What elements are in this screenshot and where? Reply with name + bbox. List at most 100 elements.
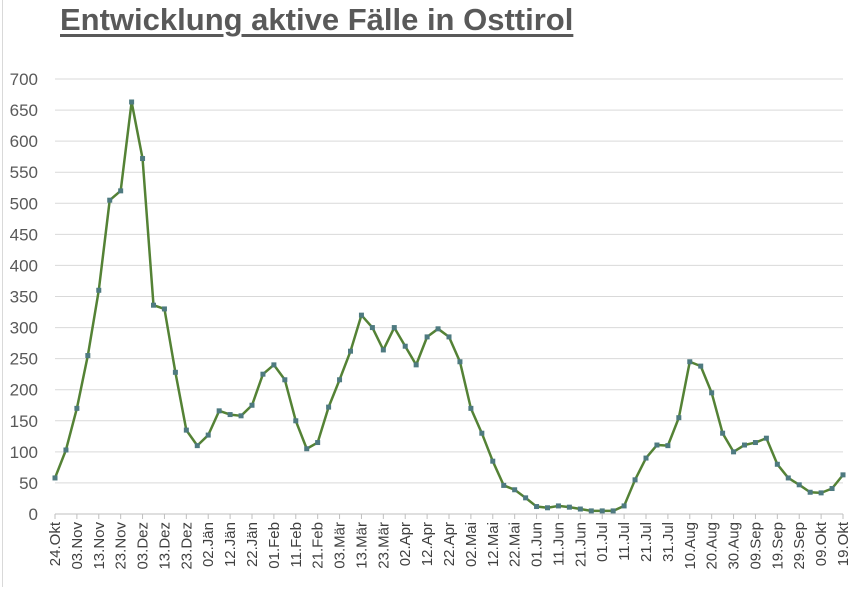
data-point — [348, 348, 353, 354]
x-tick-label: 21.Jun — [572, 522, 589, 567]
y-tick-label: 450 — [10, 225, 38, 244]
data-point — [74, 405, 80, 411]
x-tick-label: 03.Mär — [332, 522, 349, 569]
data-point — [249, 402, 255, 408]
data-point — [632, 477, 638, 483]
chart-title: Entwicklung aktive Fälle in Osttirol — [60, 2, 574, 37]
data-point — [194, 443, 200, 449]
x-tick-label: 02.Jän — [200, 522, 217, 567]
data-point — [709, 390, 715, 396]
x-tick-label: 23.Dez — [178, 522, 195, 570]
data-point — [227, 412, 233, 418]
data-point — [369, 325, 375, 331]
data-point — [238, 413, 244, 419]
data-point — [140, 156, 146, 162]
data-point — [446, 334, 452, 340]
x-tick-label: 29.Sep — [791, 522, 808, 570]
y-tick-label: 350 — [10, 288, 38, 307]
data-point — [534, 504, 540, 510]
y-tick-label: 500 — [10, 194, 38, 213]
data-point — [479, 430, 485, 436]
x-axis-ticks: 24.Okt 03.Nov 13.Nov 23.Nov 03.Dez 13.Dez 23.D… — [47, 514, 852, 570]
x-tick-label: 22.Mai — [507, 522, 524, 567]
data-point — [337, 377, 343, 383]
y-tick-label: 400 — [10, 256, 38, 275]
data-point — [424, 334, 430, 340]
data-point — [282, 377, 288, 383]
y-axis-ticks: 0 50 100 150 200 250 300 350 400 450 500 550 600 650 7… — [10, 70, 38, 524]
data-point — [752, 440, 758, 446]
data-point — [260, 371, 266, 377]
data-point — [774, 461, 780, 467]
y-tick-label: 0 — [29, 505, 38, 524]
x-tick-label: 02.Mai — [463, 522, 480, 567]
data-point — [599, 508, 605, 514]
data-point — [763, 435, 769, 441]
x-tick-label: 24.Okt — [47, 521, 64, 566]
data-point — [742, 442, 747, 448]
data-point — [512, 487, 518, 493]
series-group — [52, 99, 846, 514]
y-tick-label: 300 — [10, 319, 38, 338]
data-point — [665, 443, 671, 449]
x-tick-label: 21.Feb — [310, 522, 327, 569]
data-point — [610, 508, 616, 514]
x-tick-label: 01.Jul — [594, 522, 611, 562]
data-point — [380, 347, 386, 353]
y-tick-label: 600 — [10, 132, 38, 151]
data-point — [118, 188, 124, 194]
data-point — [413, 362, 419, 368]
x-tick-label: 23.Mär — [375, 522, 392, 569]
data-point — [391, 325, 397, 331]
x-tick-label: 22.Jän — [244, 522, 261, 567]
data-point — [687, 359, 693, 365]
data-point — [676, 415, 682, 421]
data-point — [720, 430, 726, 436]
data-point — [490, 458, 496, 464]
data-point — [501, 482, 507, 488]
data-point — [271, 362, 277, 368]
x-tick-label: 20.Aug — [704, 522, 721, 570]
data-point — [643, 455, 649, 461]
x-tick-label: 31.Jul — [660, 522, 677, 562]
x-tick-label: 23.Nov — [113, 522, 130, 570]
data-point — [107, 197, 113, 203]
data-point — [566, 504, 572, 510]
data-point — [315, 440, 321, 446]
x-tick-label: 11.Jun — [550, 522, 567, 566]
x-tick-label: 02.Apr — [397, 522, 414, 566]
y-tick-label: 200 — [10, 381, 38, 400]
x-tick-label: 22.Apr — [441, 522, 458, 566]
x-tick-label: 10.Aug — [682, 522, 699, 570]
data-point — [468, 405, 474, 411]
data-point — [151, 302, 156, 308]
y-tick-label: 550 — [10, 163, 38, 182]
x-tick-label: 03.Nov — [69, 522, 86, 570]
x-tick-label: 13.Nov — [91, 522, 108, 570]
x-tick-label: 30.Aug — [726, 522, 743, 570]
data-point — [293, 418, 299, 424]
data-point — [183, 427, 189, 433]
x-tick-label: 19.Okt — [835, 521, 852, 566]
y-tick-label: 50 — [19, 474, 38, 493]
data-point — [326, 404, 332, 410]
data-point — [785, 475, 791, 481]
x-tick-label: 11.Feb — [288, 522, 305, 568]
data-point — [840, 472, 846, 478]
series-line — [53, 100, 844, 513]
data-point — [588, 508, 594, 514]
data-point — [731, 449, 737, 455]
x-tick-label: 09.Sep — [747, 522, 764, 570]
data-point — [96, 287, 102, 293]
x-tick-label: 11.Jul — [616, 522, 633, 561]
x-tick-label: 13.Dez — [156, 522, 173, 570]
x-tick-label: 21.Jul — [638, 522, 655, 562]
x-tick-label: 12.Mai — [485, 522, 502, 567]
x-tick-label: 03.Dez — [135, 522, 152, 570]
x-tick-label: 01.Feb — [266, 522, 283, 569]
data-point — [129, 99, 135, 105]
data-point — [435, 326, 441, 332]
data-point — [829, 486, 835, 492]
